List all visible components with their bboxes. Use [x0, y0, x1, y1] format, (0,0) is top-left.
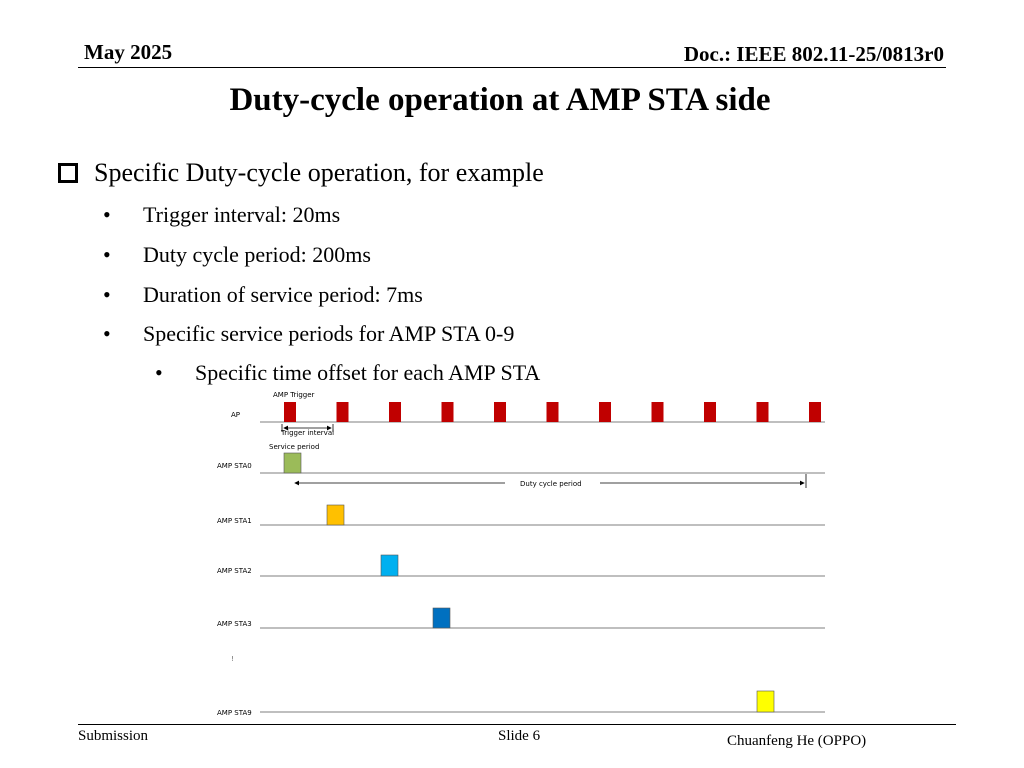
sta1-service-period [326, 504, 345, 526]
trigger-pulse [284, 402, 296, 422]
duty-cycle-diagram: AP AMP STA0 AMP STA1 AMP STA2 AMP STA3 A… [217, 391, 825, 717]
bullet-icon: • [155, 360, 163, 385]
row-label-ap: AP [231, 411, 240, 419]
trigger-pulse [809, 402, 821, 422]
sta9-service-period [756, 690, 775, 713]
list-item-text: Duty cycle period: 200ms [143, 242, 371, 267]
main-bullet: Specific Duty-cycle operation, for examp… [58, 158, 544, 188]
trigger-pulse [704, 402, 716, 422]
trigger-pulse [494, 402, 506, 422]
list-item: • Duration of service period: 7ms [103, 282, 423, 308]
footer-slide-number: Slide 6 [498, 728, 541, 744]
list-item: • Trigger interval: 20ms [103, 202, 340, 228]
header-doc-id: Doc.: IEEE 802.11-25/0813r0 [683, 42, 944, 66]
square-bullet-icon [58, 163, 78, 183]
ellipsis-mark: ! [231, 655, 234, 663]
duty-cycle-period-label: Duty cycle period [520, 480, 582, 488]
row-label-sta1: AMP STA1 [217, 517, 252, 525]
footer-author: Chuanfeng He (OPPO) [727, 733, 867, 749]
trigger-pulse [441, 402, 454, 422]
amp-trigger-label: AMP Trigger [273, 391, 315, 399]
slide-title: Duty-cycle operation at AMP STA side [229, 82, 771, 118]
list-item-text: Duration of service period: 7ms [143, 282, 423, 307]
header-rule [78, 67, 946, 68]
trigger-pulse [599, 402, 611, 422]
row-label-sta9: AMP STA9 [217, 709, 252, 717]
list-subitem-text: Specific time offset for each AMP STA [195, 360, 541, 385]
main-bullet-text: Specific Duty-cycle operation, for examp… [94, 158, 544, 187]
row-label-sta3: AMP STA3 [217, 620, 252, 628]
bullet-icon: • [103, 202, 111, 227]
trigger-pulses [284, 402, 821, 422]
trigger-interval-label: Trigger interval [280, 429, 334, 437]
row-label-sta2: AMP STA2 [217, 567, 252, 575]
trigger-pulse [389, 402, 401, 422]
sta3-service-period [432, 607, 451, 629]
list-item: • Duty cycle period: 200ms [103, 242, 371, 268]
sta0-service-period [283, 452, 302, 474]
list-item-text: Trigger interval: 20ms [143, 202, 341, 227]
list-item: • Specific service periods for AMP STA 0… [103, 321, 514, 347]
trigger-pulse [336, 402, 349, 422]
list-item-text: Specific service periods for AMP STA 0-9 [143, 321, 515, 346]
trigger-pulse [756, 402, 769, 422]
footer-submission: Submission [78, 728, 149, 744]
trigger-pulse [651, 402, 664, 422]
bullet-icon: • [103, 282, 111, 307]
service-period-label: Service period [269, 443, 319, 451]
sta2-service-period [380, 554, 399, 577]
footer-rule [78, 724, 956, 725]
list-subitem: • Specific time offset for each AMP STA [155, 360, 540, 386]
trigger-pulse [546, 402, 559, 422]
bullet-icon: • [103, 321, 111, 346]
row-label-sta0: AMP STA0 [217, 462, 252, 470]
bullet-icon: • [103, 242, 111, 267]
header-date: May 2025 [84, 40, 173, 64]
